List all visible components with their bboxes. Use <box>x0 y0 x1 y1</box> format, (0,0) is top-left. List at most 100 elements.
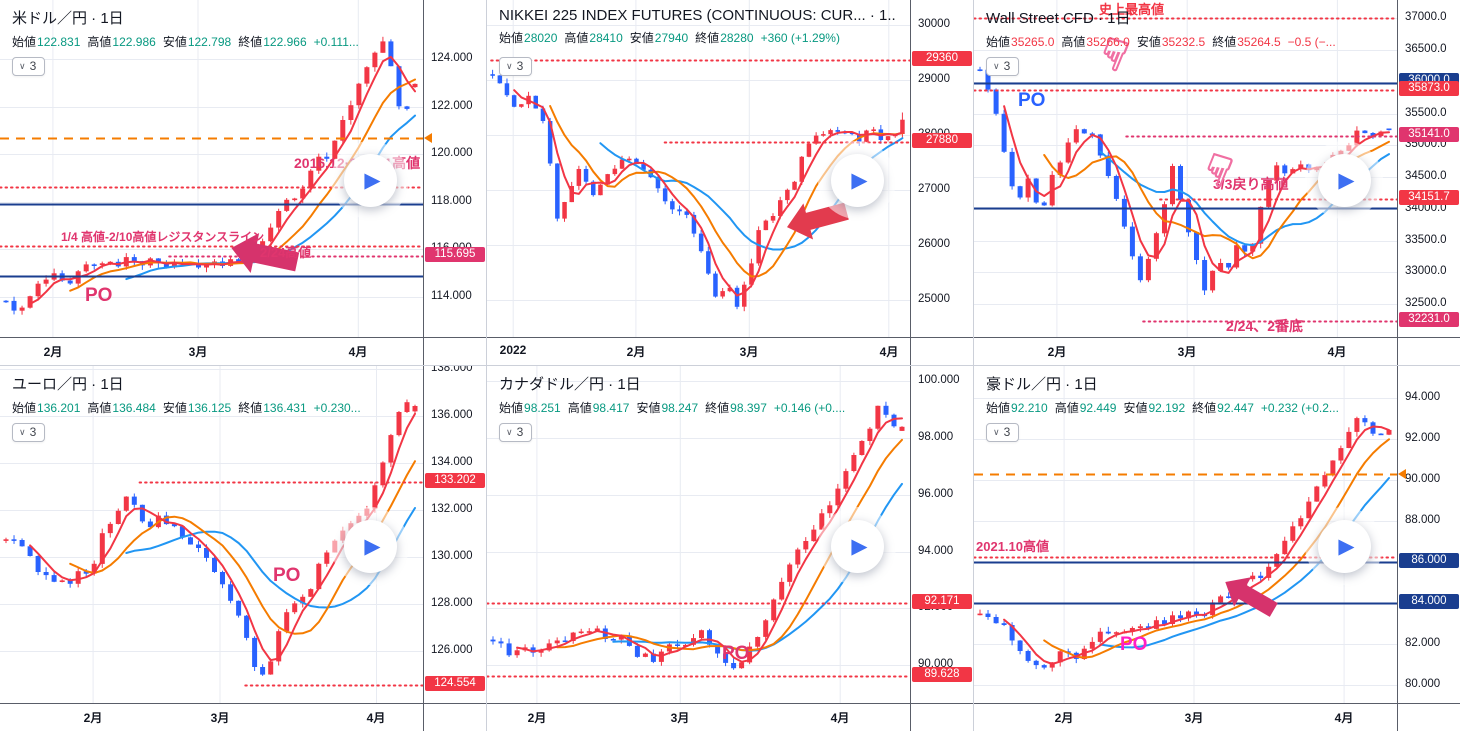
candle-body <box>642 653 648 657</box>
chart-plot-area[interactable] <box>487 0 910 337</box>
time-axis-label: 3月 <box>1184 711 1204 725</box>
indicator-count: 3 <box>516 59 524 73</box>
time-axis[interactable]: 2月 3月 4月 <box>0 703 423 731</box>
candle-body <box>835 488 841 506</box>
candle-body <box>811 529 817 542</box>
ma-line-short-red <box>29 55 416 305</box>
time-axis[interactable]: 2月 3月 4月 <box>974 703 1397 731</box>
candle-body <box>292 198 298 201</box>
time-axis[interactable]: 2月 3月 4月 <box>974 337 1397 365</box>
indicator-dropdown-button[interactable]: ∨ 3 <box>499 57 533 76</box>
candle-body <box>1097 631 1103 642</box>
candle-body <box>554 640 560 644</box>
candle-body <box>977 613 983 616</box>
candle-body <box>268 661 274 675</box>
replay-play-button[interactable]: ▶ <box>1305 141 1383 219</box>
candle-body <box>1274 554 1280 567</box>
price-tick-label: 120.000 <box>431 147 473 159</box>
price-axis[interactable]: 100.00098.00096.00094.00092.00090.00092.… <box>910 366 973 703</box>
price-tick-label: 25000 <box>918 293 950 305</box>
candle-body <box>1081 129 1087 134</box>
candle-body <box>562 202 567 219</box>
price-tick-label: 94.000 <box>918 545 954 557</box>
candle-body <box>504 83 510 96</box>
price-level-chip: 89.628 <box>912 667 972 682</box>
time-axis-label: 2月 <box>43 345 63 359</box>
price-level-chip: 133.202 <box>425 473 485 488</box>
replay-play-button[interactable]: ▶ <box>1305 507 1383 585</box>
price-tick-label: 122.000 <box>431 100 473 112</box>
candle-body <box>828 130 833 135</box>
candle-body <box>806 143 812 157</box>
candle-body <box>260 667 266 675</box>
price-level-chip: 35873.0 <box>1399 81 1459 96</box>
price-axis[interactable]: 124.000122.000120.000118.000116.000114.0… <box>423 0 486 337</box>
candle-body <box>770 216 776 221</box>
price-axis[interactable]: 94.000 92.000 90.000 88.000 86.000 84.000 82.0… <box>1397 366 1460 703</box>
candle-body <box>1226 596 1232 598</box>
candle-body <box>594 628 600 632</box>
candle-body <box>612 168 618 175</box>
candle-body <box>792 181 797 190</box>
replay-play-button[interactable]: ▶ <box>818 507 896 585</box>
ma-line-short-red <box>516 417 903 663</box>
candle-body <box>1153 620 1159 629</box>
candle-body <box>778 200 783 216</box>
candle-body <box>1105 155 1111 176</box>
chart-panel-nikkei225-futures: NIKKEI 225 INDEX FUTURES (CONTINUOUS: CU… <box>487 0 973 365</box>
price-axis[interactable]: 3000029000280002700026000250002936027880 <box>910 0 973 337</box>
candle-body <box>1298 164 1304 169</box>
candle-body <box>380 41 386 53</box>
candle-body <box>51 575 57 582</box>
indicator-dropdown-button[interactable]: ∨ 3 <box>986 57 1020 76</box>
play-icon: ▶ <box>1317 519 1371 573</box>
candle-body <box>163 515 169 525</box>
candle-body <box>372 52 378 68</box>
play-icon: ▶ <box>343 519 397 573</box>
candle-body <box>1017 186 1023 198</box>
candle-body <box>1250 575 1256 580</box>
candle-body <box>11 539 17 541</box>
indicator-dropdown-button[interactable]: ∨ 3 <box>12 423 46 442</box>
candle-body <box>1001 113 1007 152</box>
time-axis-label: 2月 <box>626 345 646 359</box>
candle-body <box>821 134 826 136</box>
candle-body <box>1162 204 1167 234</box>
candle-body <box>1354 418 1360 432</box>
candle-body <box>115 510 121 524</box>
indicator-dropdown-button[interactable]: ∨ 3 <box>986 423 1020 442</box>
axis-corner <box>910 703 973 731</box>
indicator-dropdown-button[interactable]: ∨ 3 <box>499 423 533 442</box>
price-tick-label: 32500.0 <box>1405 297 1447 309</box>
time-axis[interactable]: 2月 3月 4月 <box>0 337 423 365</box>
candle-body <box>610 639 616 641</box>
price-tick-label: 100.000 <box>918 374 960 386</box>
ma-line-short-red <box>513 89 904 297</box>
candle-body <box>670 201 675 210</box>
replay-play-button[interactable]: ▶ <box>818 141 896 219</box>
candle-body <box>43 572 49 576</box>
replay-play-button[interactable]: ▶ <box>331 141 409 219</box>
indicator-dropdown-button[interactable]: ∨ 3 <box>12 57 46 76</box>
price-axis[interactable]: 37000.036500.036000.035500.035000.034500… <box>1397 0 1460 337</box>
time-axis-label: 3月 <box>739 345 759 359</box>
candle-body <box>602 628 608 639</box>
candle-body <box>131 257 137 261</box>
candle-body <box>715 644 721 654</box>
indicator-count: 3 <box>1003 425 1011 439</box>
time-axis[interactable]: 2月 3月 4月 <box>487 703 910 731</box>
candle-body <box>147 521 153 528</box>
replay-play-button[interactable]: ▶ <box>331 507 409 585</box>
candle-body <box>675 644 680 646</box>
candle-body <box>634 158 639 165</box>
candle-body <box>900 119 905 134</box>
candle-body <box>891 414 897 427</box>
candle-body <box>1194 232 1199 260</box>
candle-body <box>1065 142 1071 163</box>
price-tick-label: 88.000 <box>1405 514 1441 526</box>
candle-body <box>787 564 793 582</box>
price-axis[interactable]: 138.000 136.000 134.000 132.000 130.000 128.0… <box>423 366 486 703</box>
candle-body <box>123 496 129 511</box>
candle-body <box>641 164 646 170</box>
time-axis[interactable]: 2022 2月 3月 4月 <box>487 337 910 365</box>
